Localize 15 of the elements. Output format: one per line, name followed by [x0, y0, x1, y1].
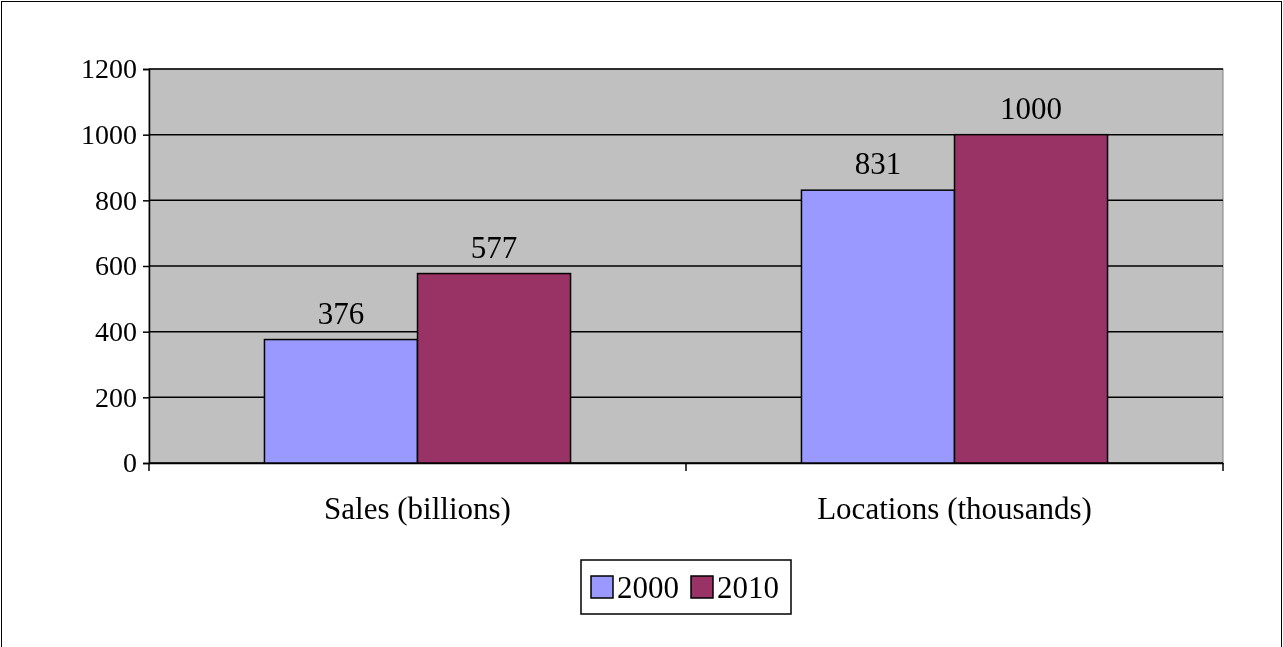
y-tick-label: 800: [95, 184, 137, 216]
x-tick-label: Sales (billions): [324, 491, 511, 527]
data-label: 1000: [1000, 90, 1063, 126]
legend-label: 2010: [717, 570, 779, 605]
x-tick-label: Locations (thousands): [817, 491, 1092, 527]
data-label: 577: [470, 229, 518, 265]
data-label: 376: [317, 295, 365, 331]
y-tick-label: 1000: [81, 119, 137, 151]
y-tick-label: 0: [123, 447, 137, 479]
legend-label: 2000: [617, 570, 679, 605]
data-label: 831: [854, 146, 902, 182]
y-tick-label: 1200: [81, 53, 137, 85]
y-tick-label: 600: [95, 250, 137, 282]
y-tick-label: 200: [95, 381, 137, 413]
y-tick-label: 400: [95, 316, 137, 348]
